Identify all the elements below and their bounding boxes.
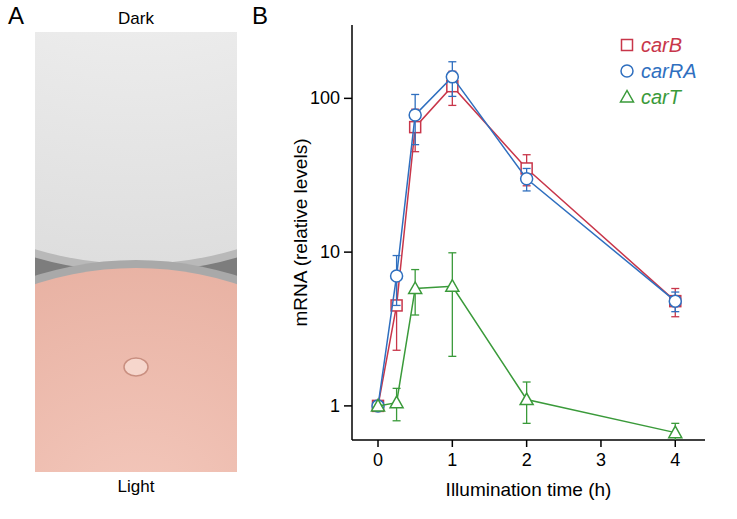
data-point [670,296,681,307]
error-bar-cap [523,190,531,191]
photo-label: Light [118,477,155,496]
error-bar-cap [393,350,401,351]
dish-rim-dark [35,32,237,272]
series-line [378,77,675,406]
error-bar-cap [671,423,679,424]
data-point [520,393,533,405]
figure: A B Dark Light 0 1 2 3 4 1 10 100 Illumination time … [0,0,737,519]
error-bar-cap [411,94,419,95]
y-axis [351,25,353,440]
data-point [409,109,421,121]
error-bar-cap [523,381,531,382]
y-tick [344,251,352,253]
data-point [373,400,384,411]
data-point [390,396,403,408]
data-point [669,426,682,438]
error-bar-cap [523,168,531,169]
axes: 0 1 2 3 4 1 10 100 [310,25,705,470]
error-bar-cap [671,311,679,312]
legend-marker [621,91,634,103]
panel-label: B [252,2,268,29]
photo [35,32,237,472]
error-bar-cap [448,61,456,62]
dish-light [35,268,237,472]
error-bar-cap [523,423,531,424]
x-tick [452,440,454,447]
data-point [372,400,384,412]
legend-marker [622,40,633,51]
error-bar-cap [448,105,456,106]
legend-label: carB [641,34,682,56]
dish-dark [35,32,237,264]
error-bar-cap [671,316,679,317]
data-point [409,282,422,294]
y-tick [344,405,352,407]
error-bar-cap [411,314,419,315]
data-point [372,399,385,411]
dish-rim-light [35,260,237,472]
x-axis [352,439,705,441]
panel-label: A [8,2,24,29]
error-bar [448,253,456,357]
data-point [446,280,459,292]
legend-marker [621,65,633,77]
x-axis-title: Illumination time (h) [446,479,612,500]
y-tick [344,98,352,100]
legend-label: carT [641,86,683,108]
y-tick-label: 100 [310,88,340,108]
y-axis-title: mRNA (relative levels) [290,139,311,327]
error-bar-stem [452,253,453,357]
data-point [521,173,533,185]
y-tick-label: 1 [330,396,340,416]
series-carB [373,71,681,411]
error-bar-cap [523,154,531,155]
x-tick-label: 0 [373,450,383,470]
x-tick [377,440,379,447]
x-tick-label: 3 [596,450,606,470]
photo-label: Dark [118,9,154,28]
x-tick [675,440,677,447]
plot-data [372,62,682,440]
x-tick-label: 1 [447,450,457,470]
series-carRA [372,62,681,412]
error-bar-cap [393,420,401,421]
error-bar-cap [671,291,679,292]
x-tick [600,440,602,447]
error-bar-cap [448,252,456,253]
x-tick [526,440,528,447]
error-bar-cap [448,356,456,357]
y-tick-label: 10 [320,242,340,262]
error-bar-cap [411,269,419,270]
legend-label: carRA [641,60,697,82]
error-bar-cap [671,288,679,289]
legend: carB carRA carT [621,34,697,108]
series-line [378,286,675,432]
inoculum [124,358,148,376]
data-point [446,71,458,83]
series-line [378,86,675,406]
error-bar-cap [393,305,401,306]
data-point [391,270,403,282]
x-tick-label: 2 [522,450,532,470]
error-bar-cap [448,96,456,97]
x-tick-label: 4 [670,450,680,470]
series-carT [372,253,682,440]
data-point [669,295,681,307]
